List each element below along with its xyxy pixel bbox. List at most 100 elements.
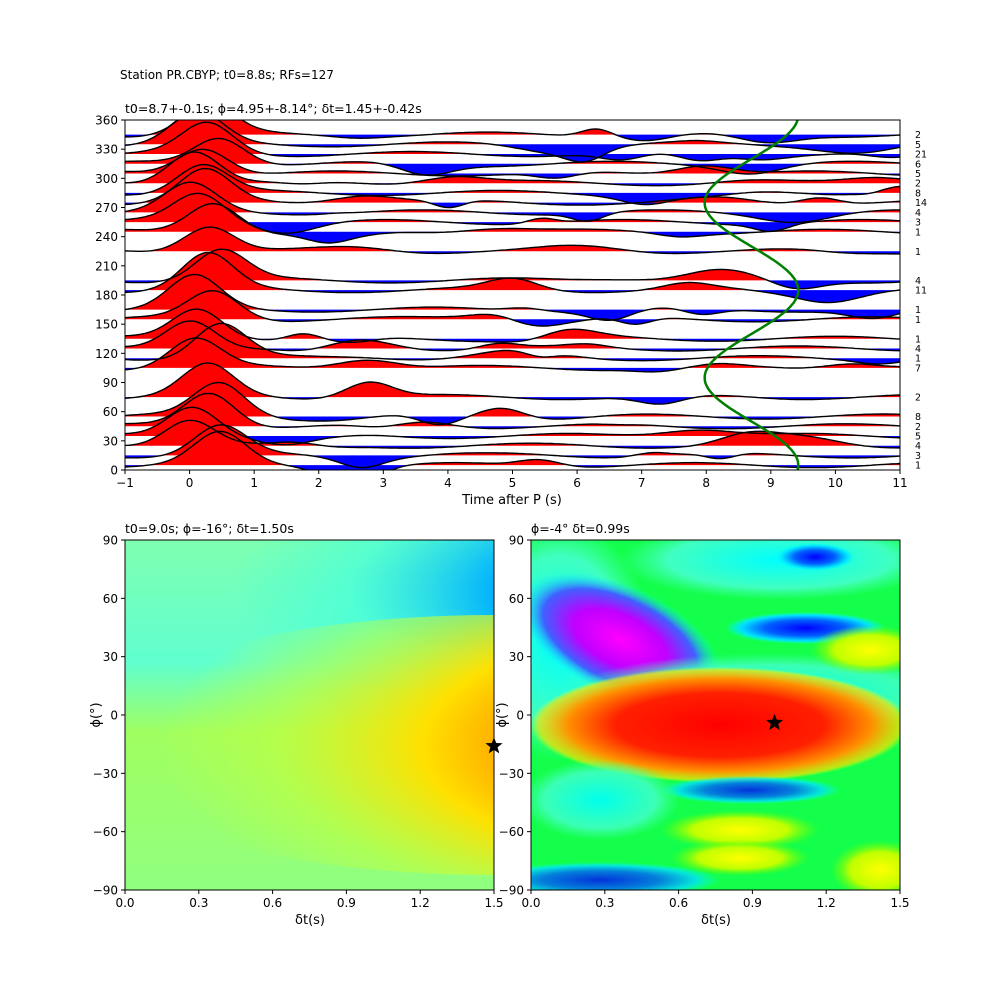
y-tick-label: 0 (110, 709, 118, 723)
bin-count-label: 6 (915, 159, 921, 170)
rf-negative-fill (125, 397, 900, 405)
moveout-curve-line (703, 120, 800, 470)
bin-count-label: 3 (915, 451, 921, 462)
left-max-star (485, 737, 503, 754)
bin-count-label: 1 (915, 354, 921, 365)
rf-trace (125, 226, 900, 255)
y-tick-label: −30 (499, 767, 524, 781)
bin-count-label: 11 (915, 286, 927, 297)
rf-negative-fill (125, 338, 900, 343)
rf-y-ticks: 0 30 60 90 120 150 180 210 240 270 300 330 360 (95, 114, 125, 478)
bin-count-label: 4 (915, 208, 921, 219)
x-tick-label: 0.9 (743, 896, 762, 910)
bin-count-label: 4 (915, 441, 921, 452)
moveout-curve (703, 120, 800, 470)
x-tick-label: 9 (767, 476, 775, 490)
y-tick-label: 180 (95, 289, 118, 303)
x-tick-label: 1.2 (411, 896, 430, 910)
rf-trace (125, 181, 900, 224)
x-tick-label: 1.5 (890, 896, 909, 910)
rf-negative-fill (125, 309, 900, 321)
right-heatmap (531, 540, 900, 890)
bin-count-label: 1 (915, 461, 921, 472)
x-tick-label: 4 (444, 476, 452, 490)
y-tick-label: 90 (509, 534, 524, 548)
rf-negative-fill (125, 134, 900, 143)
rf-gather-panel: t0=8.7+-0.1s; ϕ=4.95+-8.14°; δt=1.45+-0.… (95, 101, 927, 508)
x-tick-label: 6 (573, 476, 581, 490)
rf-trace (125, 121, 900, 162)
y-tick-label: 90 (103, 376, 118, 390)
y-tick-label: −90 (499, 884, 524, 898)
rf-negative-fill (125, 202, 900, 208)
y-tick-label: 300 (95, 172, 118, 186)
y-tick-label: 30 (103, 650, 118, 664)
y-tick-label: 60 (509, 592, 524, 606)
rf-negative-fill (125, 290, 900, 303)
right-max-star (766, 713, 784, 731)
right-panel-title: ϕ=-4° δt=0.99s (531, 521, 630, 536)
bin-count-label: 4 (915, 276, 921, 287)
x-tick-label: 1 (250, 476, 258, 490)
bin-count-label: 8 (915, 188, 921, 199)
bin-count-label: 2 (915, 393, 921, 404)
x-tick-label: 1.2 (817, 896, 836, 910)
rf-negative-fill (125, 144, 900, 162)
rf-trace (125, 148, 900, 179)
left-heatmap (125, 540, 494, 890)
rf-negative-fill (125, 280, 900, 289)
rf-x-ticks: −1 0 1 2 3 4 5 6 7 8 9 10 11 (116, 470, 908, 490)
rf-trace (125, 308, 900, 343)
y-tick-label: −60 (93, 825, 118, 839)
bin-count-label: 8 (915, 412, 921, 423)
max-star-marker (485, 737, 503, 754)
rf-trace (125, 430, 900, 470)
left-x-ticks: 0.0 0.3 0.6 0.9 1.2 1.5 (115, 890, 504, 910)
y-tick-label: 30 (103, 434, 118, 448)
rf-trace (125, 251, 900, 304)
x-tick-label: 0.0 (521, 896, 540, 910)
rf-trace (125, 337, 900, 373)
rf-trace (125, 424, 900, 469)
bin-count-label: 7 (915, 363, 921, 374)
rf-negative-fill (125, 222, 900, 234)
x-tick-label: 10 (828, 476, 843, 490)
rf-trace (125, 273, 900, 321)
y-tick-label: 150 (95, 318, 118, 332)
x-tick-label: 5 (509, 476, 517, 490)
rf-negative-fill (125, 212, 900, 223)
rf-positive-fill (125, 431, 900, 466)
y-tick-label: 0 (516, 709, 524, 723)
left-x-label: δt(s) (295, 913, 325, 928)
bin-count-label: 2 (915, 130, 921, 141)
rf-trace (125, 392, 900, 430)
y-tick-label: 270 (95, 201, 118, 215)
x-tick-label: 0.6 (263, 896, 282, 910)
energy-grid-left-panel: t0=9.0s; ϕ=-16°; δt=1.50s 0.0 0.3 0.6 0.9 1.… (89, 521, 504, 928)
x-tick-label: 2 (315, 476, 323, 490)
rf-trace (125, 322, 900, 365)
bin-count-label: 14 (915, 198, 927, 209)
y-tick-label: 360 (95, 114, 118, 128)
bin-count-label: 1 (915, 305, 921, 316)
x-tick-label: 0.6 (669, 896, 688, 910)
bin-count-label: 5 (915, 431, 921, 442)
right-x-ticks: 0.0 0.3 0.6 0.9 1.2 1.5 (521, 890, 910, 910)
energy-grid-right-panel: ϕ=-4° δt=0.99s 0.0 0.3 0.6 0.9 1. (495, 521, 910, 928)
x-tick-label: 8 (702, 476, 710, 490)
rf-trace (125, 419, 900, 449)
x-tick-label: 0.0 (115, 896, 134, 910)
bin-count-label: 1 (915, 315, 921, 326)
rf-trace (125, 151, 900, 187)
x-tick-label: 0.9 (337, 896, 356, 910)
y-tick-label: 60 (103, 592, 118, 606)
y-tick-label: −30 (93, 767, 118, 781)
right-y-label: ϕ(°) (495, 702, 510, 727)
y-tick-label: 330 (95, 143, 118, 157)
y-tick-label: 60 (103, 405, 118, 419)
left-y-ticks: −90 −60 −30 0 30 60 90 (93, 534, 125, 898)
right-x-label: δt(s) (701, 913, 731, 928)
rf-negative-fill (125, 231, 900, 243)
